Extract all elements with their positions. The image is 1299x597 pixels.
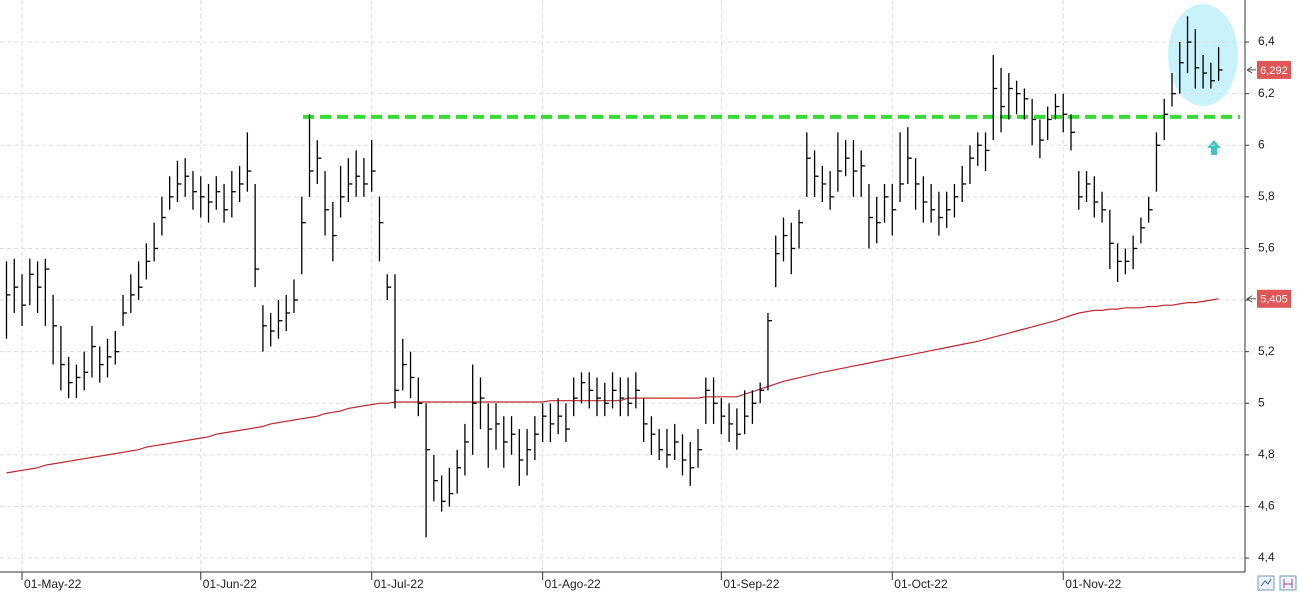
x-tick-label: 01-Sep-22 — [723, 577, 779, 591]
x-tick-label: 01-May-22 — [24, 577, 82, 591]
price-label: 6,292 — [1260, 65, 1288, 77]
settings-icon — [1283, 579, 1293, 588]
y-tick-label: 4,4 — [1258, 550, 1275, 564]
x-tick-label: 01-Oct-22 — [894, 577, 948, 591]
x-tick-label: 01-Nov-22 — [1065, 577, 1121, 591]
zoom-button[interactable] — [1257, 575, 1275, 591]
x-tick-label: 01-Jun-22 — [203, 577, 257, 591]
y-tick-label: 5,8 — [1258, 189, 1275, 203]
y-tick-label: 6,2 — [1258, 86, 1275, 100]
price-label: 5,405 — [1260, 294, 1288, 306]
y-tick-label: 5 — [1258, 395, 1265, 409]
x-tick-label: 01-Ago-22 — [545, 577, 601, 591]
y-tick-label: 4,6 — [1258, 499, 1275, 513]
y-tick-label: 6 — [1258, 137, 1265, 151]
y-tick-label: 5,6 — [1258, 241, 1275, 255]
price-label-box — [1257, 60, 1291, 79]
y-tick-label: 5,2 — [1258, 344, 1275, 358]
zoom-icon — [1260, 578, 1272, 587]
y-tick-label: 4,8 — [1258, 447, 1275, 461]
settings-button[interactable] — [1279, 575, 1297, 591]
y-tick-label: 6,4 — [1258, 34, 1275, 48]
price-pointer — [1246, 295, 1256, 303]
price-label-box — [1257, 289, 1291, 308]
up-arrow — [1207, 140, 1221, 155]
x-tick-label: 01-Jul-22 — [374, 577, 424, 591]
price-pointer — [1246, 66, 1256, 74]
